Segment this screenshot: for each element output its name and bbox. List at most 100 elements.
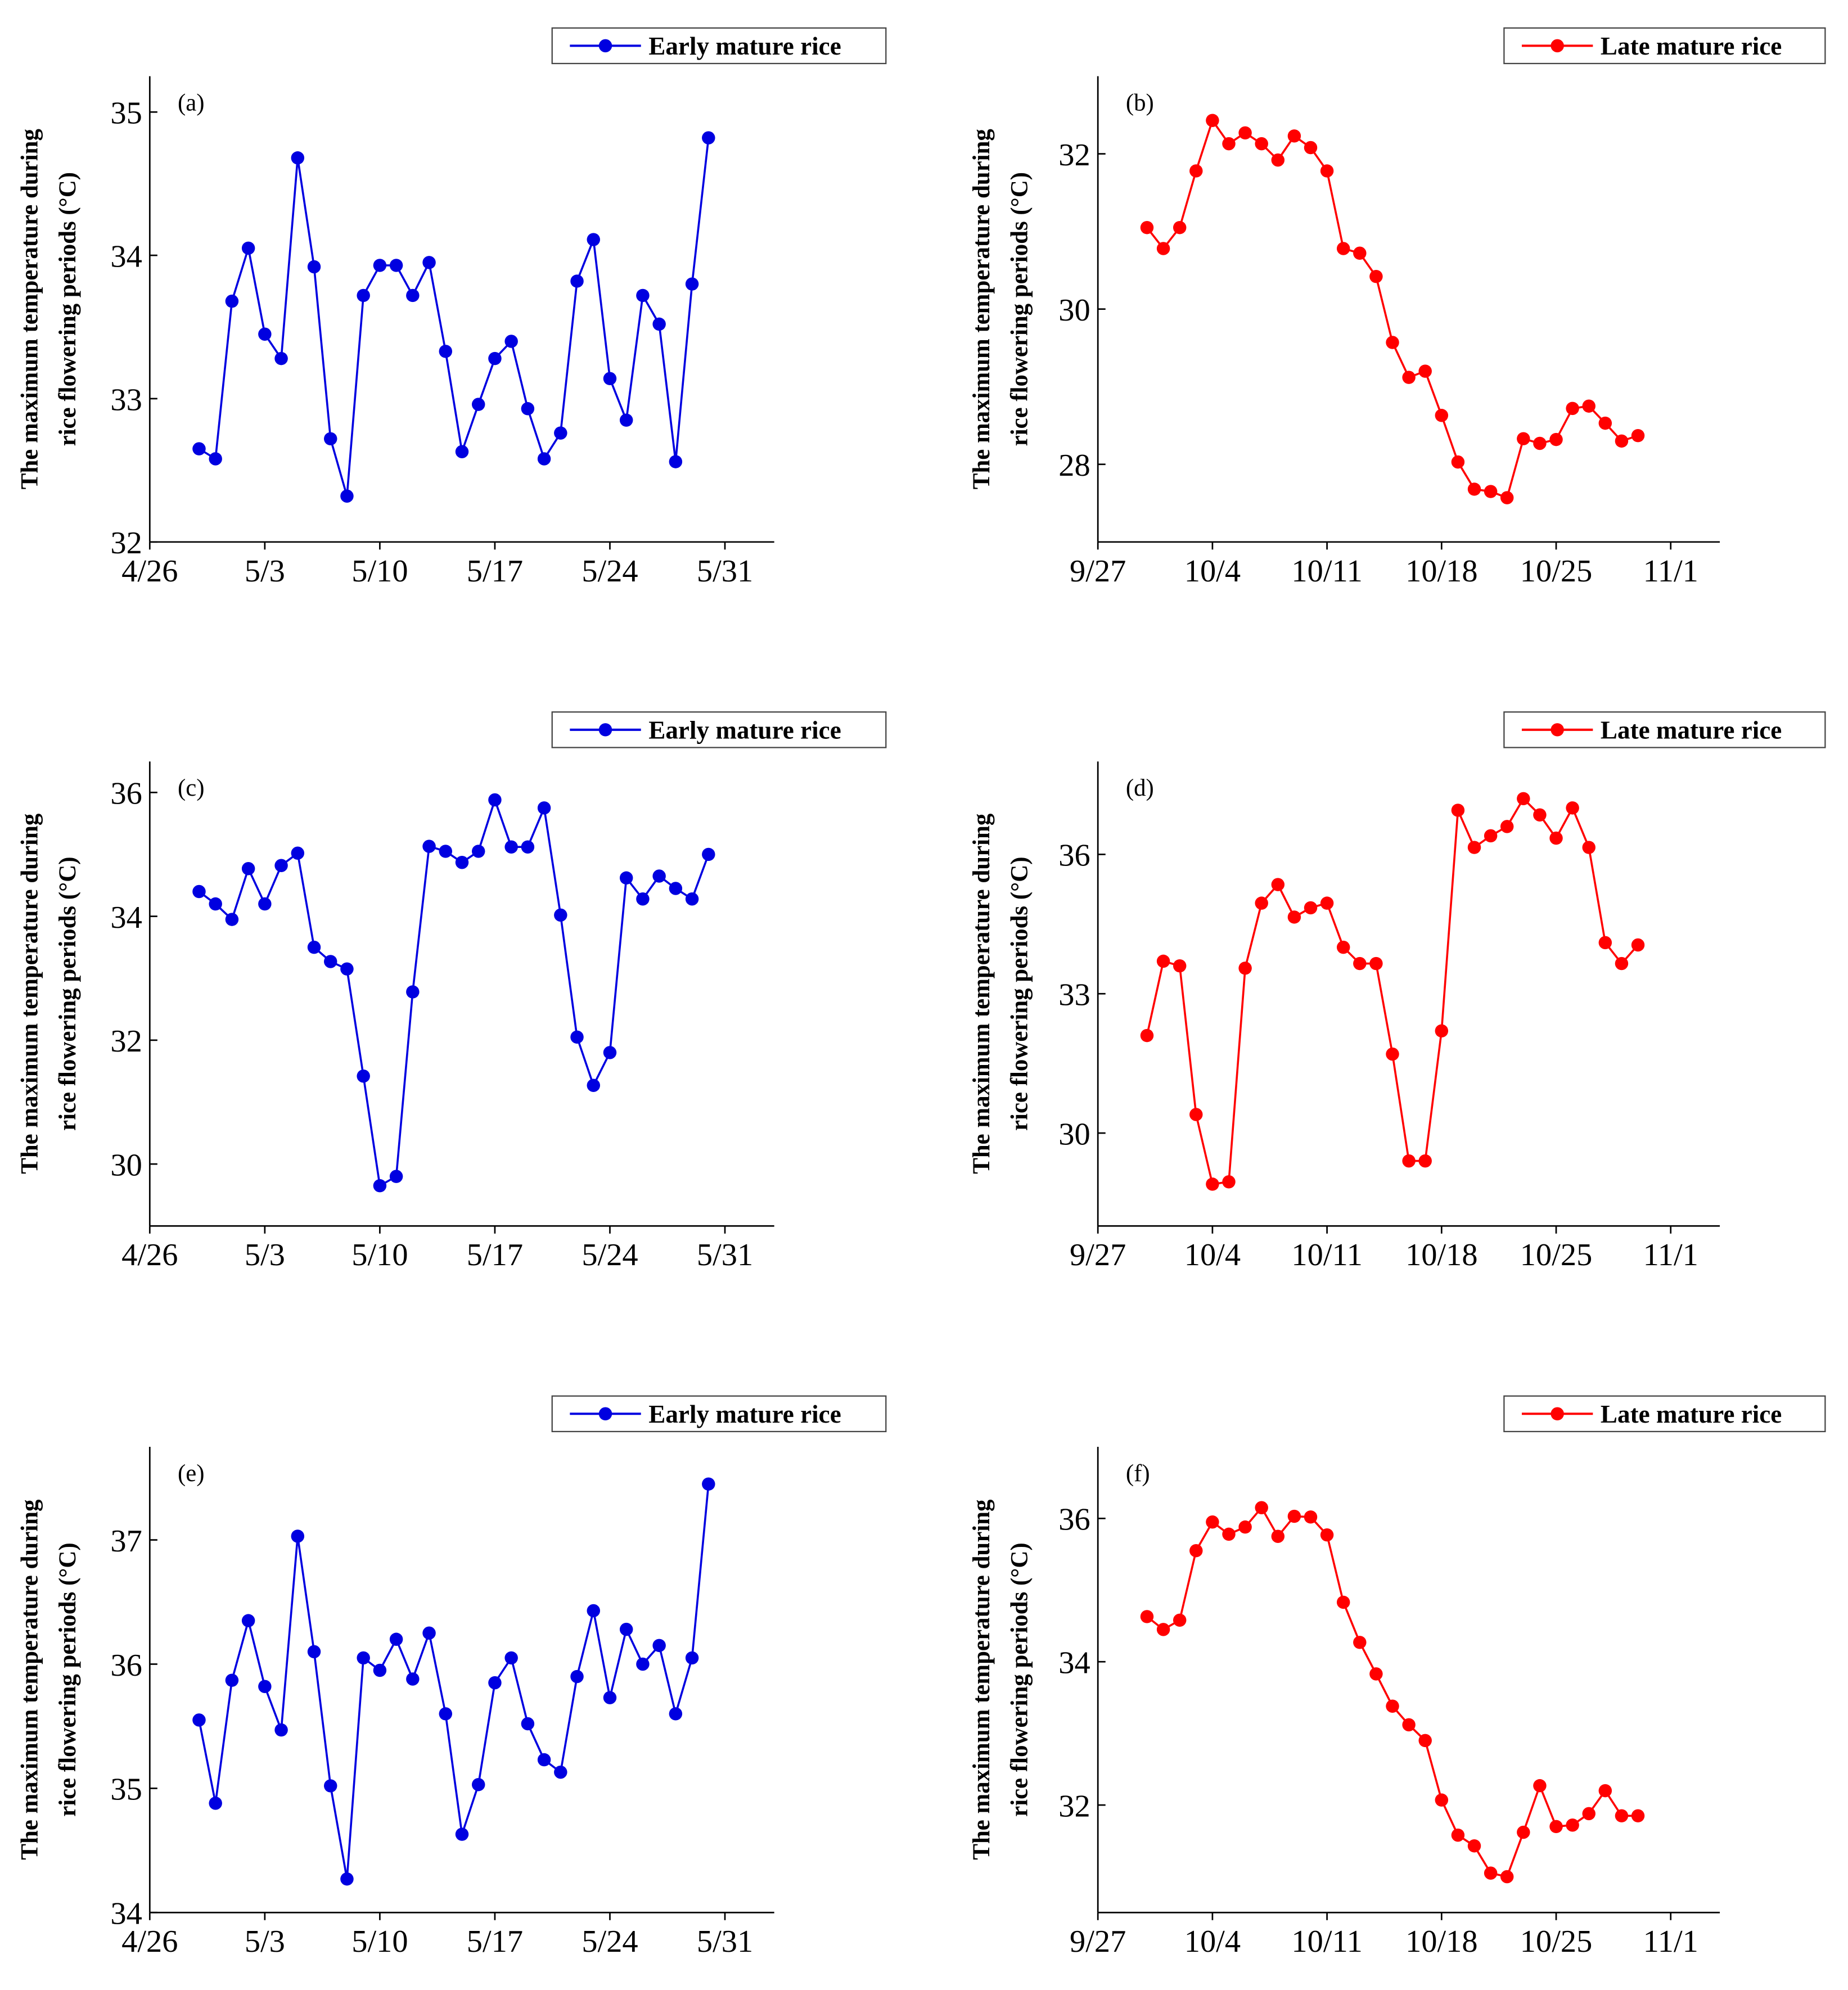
x-tick-label: 10/11 <box>1291 1238 1362 1272</box>
data-point <box>439 1707 453 1721</box>
data-point <box>1386 1047 1399 1061</box>
data-point <box>1615 956 1629 971</box>
data-point <box>225 294 239 308</box>
data-point <box>471 398 485 411</box>
x-tick-label: 10/11 <box>1291 1924 1362 1959</box>
y-axis-label: rice flowering periods (°C) <box>1007 857 1033 1131</box>
data-point <box>1566 1818 1579 1832</box>
y-tick-label: 32 <box>1058 138 1090 173</box>
data-point <box>619 413 633 427</box>
data-point <box>702 1477 715 1491</box>
x-tick-label: 10/4 <box>1184 1238 1241 1272</box>
data-point <box>1467 482 1481 496</box>
data-point <box>603 372 617 386</box>
data-point <box>685 1651 699 1665</box>
data-point <box>324 432 337 446</box>
data-point <box>1255 1501 1268 1514</box>
x-tick-label: 4/26 <box>121 554 178 589</box>
data-point <box>373 1663 387 1677</box>
data-point <box>1598 1784 1612 1798</box>
data-point <box>439 345 453 358</box>
data-point <box>340 1872 354 1886</box>
y-axis-label: rice flowering periods (°C) <box>55 857 81 1131</box>
data-point <box>702 131 715 145</box>
data-point <box>1287 910 1301 924</box>
data-point <box>1173 220 1187 234</box>
data-point <box>1353 1636 1367 1649</box>
y-tick-label: 30 <box>110 1148 142 1183</box>
data-point <box>471 845 485 858</box>
data-point <box>389 1170 403 1183</box>
x-tick-label: 5/24 <box>582 554 638 589</box>
data-point <box>274 859 288 872</box>
x-tick-label: 5/17 <box>467 1238 523 1272</box>
data-point <box>422 1626 436 1640</box>
data-point <box>406 288 420 303</box>
data-point <box>1533 436 1547 450</box>
data-point <box>1598 416 1612 430</box>
x-tick-label: 9/27 <box>1070 1924 1126 1959</box>
data-line <box>1146 118 1639 499</box>
data-point <box>1582 841 1595 854</box>
data-point <box>702 847 715 861</box>
y-tick-label: 34 <box>1058 1646 1090 1681</box>
data-point <box>521 1717 535 1731</box>
data-point <box>1533 1779 1547 1793</box>
x-tick-label: 10/4 <box>1184 1924 1241 1959</box>
data-point <box>1549 1820 1563 1834</box>
data-point <box>1304 141 1318 155</box>
data-point <box>1156 1623 1170 1636</box>
y-tick-label: 36 <box>110 1648 142 1683</box>
x-tick-label: 5/10 <box>351 1924 408 1959</box>
x-tick-label: 10/4 <box>1184 554 1241 589</box>
data-point <box>1336 242 1350 255</box>
data-point <box>1418 1734 1432 1748</box>
y-tick-label: 32 <box>110 526 142 561</box>
data-point <box>274 351 288 365</box>
data-point <box>291 846 305 860</box>
data-point <box>1418 364 1432 378</box>
data-point <box>209 1797 222 1810</box>
data-point <box>537 1753 551 1767</box>
legend-marker <box>1550 39 1564 53</box>
x-tick-label: 9/27 <box>1070 1238 1126 1272</box>
x-tick-label: 11/1 <box>1643 1238 1698 1272</box>
data-line <box>1146 1506 1638 1878</box>
x-tick-label: 5/10 <box>351 1238 408 1272</box>
legend-marker <box>598 1407 612 1421</box>
data-point <box>1566 401 1579 416</box>
data-point <box>1320 164 1334 178</box>
data-point <box>225 1673 239 1687</box>
y-tick-label: 36 <box>1058 1502 1090 1537</box>
x-tick-label: 11/1 <box>1643 554 1698 589</box>
data-point <box>1582 1807 1595 1821</box>
data-point <box>669 455 683 468</box>
data-point <box>241 1614 255 1627</box>
data-point <box>1189 164 1203 178</box>
data-point <box>241 862 255 876</box>
data-point <box>258 1680 272 1693</box>
data-point <box>1206 114 1219 127</box>
data-point <box>357 1069 370 1083</box>
data-point <box>570 274 584 288</box>
data-point <box>587 1079 600 1092</box>
data-point <box>619 1622 633 1636</box>
data-point <box>1336 940 1350 954</box>
data-point <box>1386 1699 1399 1713</box>
x-tick-label: 10/25 <box>1520 1238 1592 1272</box>
data-point <box>1287 129 1301 143</box>
data-point <box>521 840 535 854</box>
data-point <box>1369 269 1383 283</box>
data-point <box>324 955 337 968</box>
x-tick-label: 5/17 <box>467 554 523 589</box>
data-point <box>1189 1108 1203 1121</box>
data-point <box>291 151 305 165</box>
panel: 34 35 36 37 4/26 5/3 5/10 5/17 5/24 5/31 The maxim… <box>16 1395 887 1959</box>
data-point <box>209 897 222 911</box>
data-point <box>1615 1809 1629 1822</box>
x-tick-label: 5/3 <box>245 1924 285 1959</box>
legend-marker <box>598 723 612 737</box>
data-point <box>636 288 650 303</box>
data-point <box>1484 485 1498 498</box>
